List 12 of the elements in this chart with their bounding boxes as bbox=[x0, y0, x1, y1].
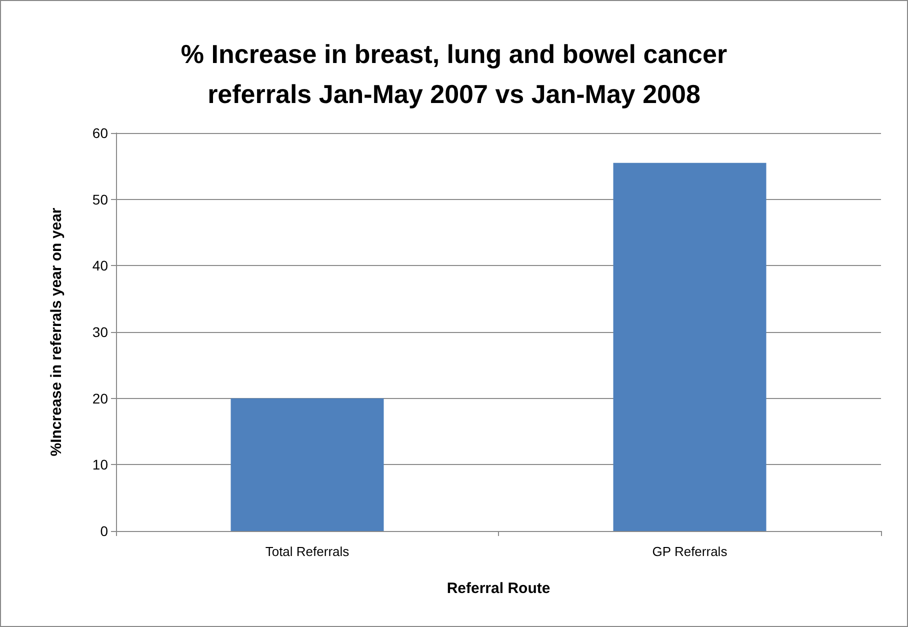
y-tick-label: 60 bbox=[92, 125, 108, 141]
y-tick-label: 0 bbox=[100, 523, 108, 539]
x-axis-title: Referral Route bbox=[446, 580, 550, 597]
y-tick-label: 20 bbox=[92, 390, 108, 406]
x-tick-label: Total Referrals bbox=[265, 544, 350, 559]
x-tick-label: GP Referrals bbox=[652, 544, 728, 559]
y-tick-label: 40 bbox=[92, 258, 108, 274]
y-tick-label: 50 bbox=[92, 191, 108, 208]
y-axis-title: %Increase in referrals year on year bbox=[48, 208, 65, 456]
y-tick-label: 30 bbox=[92, 324, 108, 340]
chart-title: % Increase in breast, lung and bowel cancer referrals Jan-May 2007 vs Jan-May 2008 bbox=[180, 39, 728, 109]
y-tick-label: 10 bbox=[92, 456, 108, 473]
